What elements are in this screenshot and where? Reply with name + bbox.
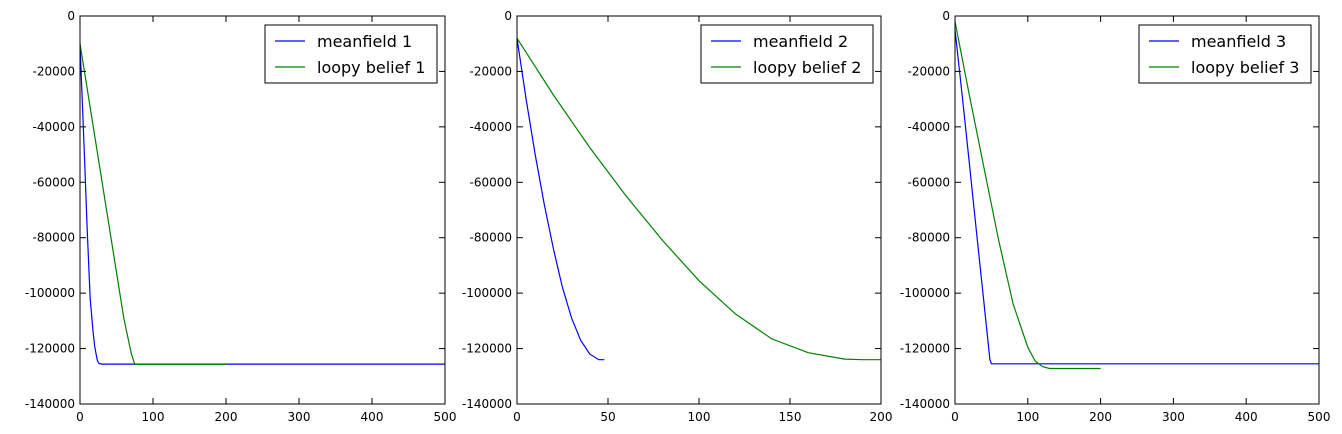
x-tick-label: 0 (951, 410, 959, 424)
series-line-2-1 (517, 38, 605, 361)
legend-label: loopy belief 3 (1191, 58, 1299, 77)
y-tick-label: -20000 (469, 64, 512, 78)
series-line-3-2 (955, 21, 1101, 370)
legend-label: loopy belief 2 (753, 58, 861, 77)
legend-label: loopy belief 1 (317, 58, 425, 77)
legend-label: meanfield 2 (753, 32, 848, 51)
legend: meanfield 1 loopy belief 1 (264, 24, 438, 84)
x-tick-label: 200 (870, 410, 893, 424)
y-tick-label: -60000 (907, 175, 950, 189)
y-tick-label: -120000 (25, 342, 75, 356)
y-tick-label: -140000 (25, 397, 75, 411)
y-tick-label: -40000 (32, 120, 75, 134)
x-tick-label: 0 (76, 410, 84, 424)
legend-label: meanfield 3 (1191, 32, 1286, 51)
x-tick-label: 50 (600, 410, 615, 424)
legend-box (1138, 24, 1312, 84)
x-tick-label: 200 (1089, 410, 1112, 424)
y-tick-label: -140000 (462, 397, 512, 411)
axes-frame (954, 15, 1320, 405)
legend: meanfield 2 loopy belief 2 (700, 24, 874, 84)
y-tick-label: -80000 (32, 231, 75, 245)
y-tick-label: -80000 (469, 231, 512, 245)
x-tick-label: 400 (1235, 410, 1258, 424)
axes-frame (79, 15, 446, 405)
legend-box (264, 24, 438, 84)
legend-box (700, 24, 874, 84)
x-tick-label: 300 (288, 410, 311, 424)
subplot-3: 0 100 200 300 400 500 0 -20000 -40000 -60000 -8000… (900, 9, 1331, 424)
y-tick-label: -60000 (469, 175, 512, 189)
y-tick-label: -60000 (32, 175, 75, 189)
x-tick-label: 100 (1016, 410, 1039, 424)
y-tick-label: -40000 (907, 120, 950, 134)
series-line-2-2 (517, 37, 881, 361)
y-tick-label: -120000 (900, 342, 950, 356)
y-tick-label: -100000 (900, 286, 950, 300)
x-tick-label: 200 (215, 410, 238, 424)
x-tick-label: 500 (434, 410, 457, 424)
y-tick-label: -140000 (900, 397, 950, 411)
x-tick-label: 0 (513, 410, 521, 424)
y-tick-label: -80000 (907, 231, 950, 245)
y-tick-label: 0 (504, 9, 512, 23)
x-tick-label: 400 (361, 410, 384, 424)
legend: meanfield 3 loopy belief 3 (1138, 24, 1312, 84)
x-tick-label: 500 (1308, 410, 1331, 424)
y-tick-label: -100000 (25, 286, 75, 300)
y-tick-label: -20000 (32, 64, 75, 78)
series-line-1-2 (80, 43, 226, 365)
subplot-1: 0 100 200 300 400 500 0 -20000 -40000 -60000 -8000… (25, 9, 457, 424)
y-tick-label: -100000 (462, 286, 512, 300)
y-tick-label: -40000 (469, 120, 512, 134)
x-tick-label: 100 (688, 410, 711, 424)
series-line-3-1 (955, 29, 1319, 365)
y-tick-label: 0 (942, 9, 950, 23)
x-tick-label: 300 (1162, 410, 1185, 424)
y-tick-label: -120000 (462, 342, 512, 356)
y-tick-label: -20000 (907, 64, 950, 78)
subplot-2: 0 50 100 150 200 0 -20000 -40000 -60000 -80000 -10… (462, 9, 893, 424)
x-tick-label: 150 (779, 410, 802, 424)
series-line-1-1 (80, 43, 445, 365)
legend-label: meanfield 1 (317, 32, 412, 51)
y-tick-label: 0 (67, 9, 75, 23)
x-tick-label: 100 (142, 410, 165, 424)
